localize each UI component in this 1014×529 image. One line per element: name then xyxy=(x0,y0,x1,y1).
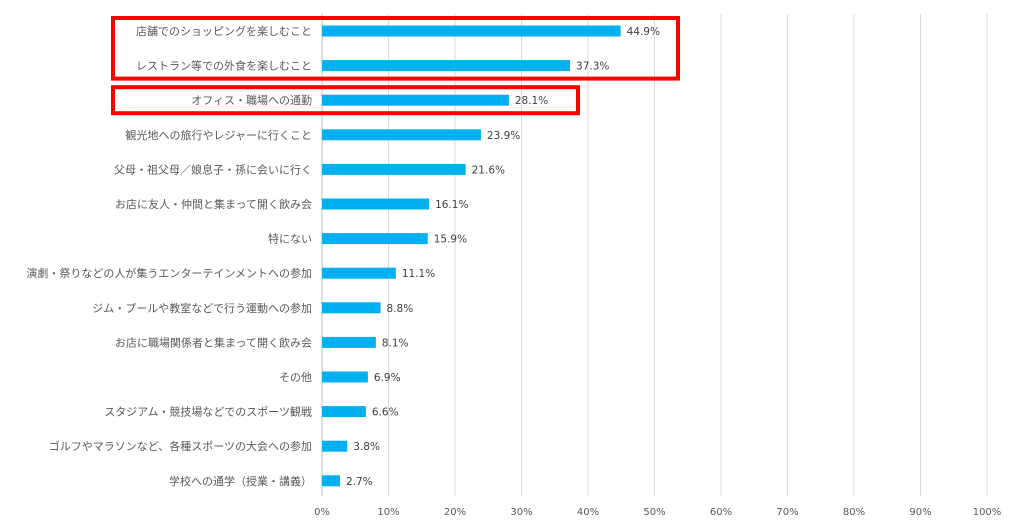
bar xyxy=(322,336,376,348)
data-label: 44.9% xyxy=(627,26,660,38)
category-label: 学校への通学（授業・講義） xyxy=(169,474,312,488)
category-label: 演劇・祭りなどの人が集うエンターテインメントへの参加 xyxy=(26,266,312,280)
bar xyxy=(322,475,340,487)
x-tick-label: 0% xyxy=(314,507,330,518)
bar xyxy=(322,129,481,141)
data-label: 2.7% xyxy=(346,476,373,488)
data-label: 3.8% xyxy=(353,441,380,453)
x-tick-label: 30% xyxy=(510,507,532,518)
bar xyxy=(322,94,509,106)
data-label: 16.1% xyxy=(435,199,468,211)
bar xyxy=(322,406,366,418)
data-label: 6.6% xyxy=(372,407,399,419)
category-label: 父母・祖父母／娘息子・孫に会いに行く xyxy=(114,162,312,176)
highlight-box xyxy=(111,16,680,81)
highlights xyxy=(111,16,680,116)
bar xyxy=(322,371,368,383)
x-tick-label: 80% xyxy=(843,507,865,518)
data-label: 11.1% xyxy=(402,268,435,280)
category-label: 特にない xyxy=(268,232,312,246)
x-tick-label: 90% xyxy=(909,507,931,518)
data-label: 28.1% xyxy=(515,95,548,107)
data-label: 15.9% xyxy=(434,234,467,246)
bar xyxy=(322,25,621,37)
bar xyxy=(322,198,430,210)
data-label: 37.3% xyxy=(576,61,609,73)
category-label: レストラン等での外食を楽しむこと xyxy=(136,59,312,73)
bar xyxy=(322,302,381,314)
bar xyxy=(322,440,348,452)
bar xyxy=(322,60,571,72)
data-label: 23.9% xyxy=(487,130,520,142)
bar xyxy=(322,163,466,175)
category-label: オフィス・職場への通勤 xyxy=(191,94,312,107)
category-label: その他 xyxy=(279,371,312,384)
category-label: ジム・プールや教室などで行う運動への参加 xyxy=(92,301,312,315)
labels: 0% 10% 20% 30% 40% 50% 60% 70% 80% 90% 100% 店舗でのショッ… xyxy=(26,24,1001,518)
data-label: 8.1% xyxy=(382,337,409,349)
bar xyxy=(322,233,428,245)
category-label: お店に友人・仲間と集まって開く飲み会 xyxy=(115,197,312,211)
data-label: 21.6% xyxy=(472,164,505,176)
category-label: スタジアム・競技場などでのスポーツ観戦 xyxy=(104,405,312,419)
category-label: 店舗でのショッピングを楽しむこと xyxy=(136,24,312,38)
bars xyxy=(322,25,621,487)
category-label: 観光地への旅行やレジャーに行くこと xyxy=(126,128,312,142)
x-tick-label: 100% xyxy=(973,507,1002,518)
bar xyxy=(322,267,396,279)
gridlines xyxy=(321,14,988,496)
x-tick-label: 50% xyxy=(643,507,665,518)
category-label: お店に職場関係者と集まって開く飲み会 xyxy=(115,335,312,349)
x-tick-label: 60% xyxy=(710,507,732,518)
x-tick-label: 10% xyxy=(377,507,399,518)
x-tick-label: 70% xyxy=(776,507,798,518)
data-label: 6.9% xyxy=(374,372,401,384)
highlight-box xyxy=(111,85,580,116)
x-tick-label: 40% xyxy=(577,507,599,518)
x-tick-label: 20% xyxy=(444,507,466,518)
category-label: ゴルフやマラソンなど、各種スポーツの大会への参加 xyxy=(49,439,312,453)
data-label: 8.8% xyxy=(387,303,414,315)
